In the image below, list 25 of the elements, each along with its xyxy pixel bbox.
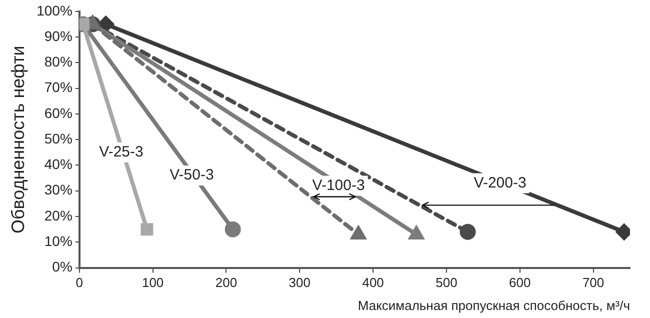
x-tick-label: 100 xyxy=(142,275,164,290)
x-tick-label: 400 xyxy=(362,275,384,290)
x-tick-label: 600 xyxy=(509,275,531,290)
x-tick-label: 300 xyxy=(288,275,310,290)
y-tick-label: 40% xyxy=(44,156,72,172)
y-tick-label: 20% xyxy=(44,207,72,224)
y-tick-label: 10% xyxy=(44,233,72,250)
y-tick-label: 50% xyxy=(44,130,72,146)
annotation: V-100-3 xyxy=(312,176,365,194)
y-tick-label: 60% xyxy=(44,104,72,121)
y-tick-label: 80% xyxy=(44,54,72,70)
y-tick-label: 0% xyxy=(52,258,72,275)
annotation: V-200-3 xyxy=(474,174,526,192)
x-tick-label: 0 xyxy=(76,275,84,290)
x-tick-label: 700 xyxy=(582,275,604,290)
y-tick-label: 30% xyxy=(44,182,72,198)
y-tick-label: 70% xyxy=(44,79,72,96)
y-tick-label: 90% xyxy=(44,28,72,44)
x-axis-title: Максимальная пропускная способность, м³/ч xyxy=(358,298,630,313)
x-tick-label: 200 xyxy=(215,275,238,290)
x-tick-label: 500 xyxy=(436,275,458,290)
y-tick-label: 100% xyxy=(36,2,72,18)
annotation: V-50-3 xyxy=(170,166,214,184)
annotation: V-25-3 xyxy=(99,144,144,161)
y-axis-title: Обводненность нефти xyxy=(8,46,28,234)
